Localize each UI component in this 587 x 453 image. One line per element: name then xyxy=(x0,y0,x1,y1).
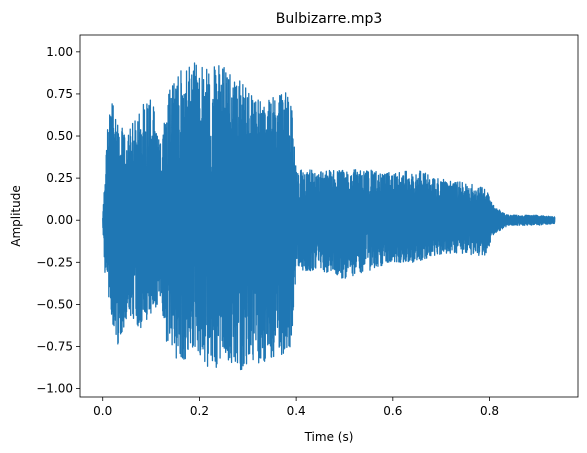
waveform-line xyxy=(102,62,556,371)
y-tick-label: −0.25 xyxy=(36,255,73,269)
x-tick-label: 0.0 xyxy=(93,404,112,418)
x-axis: 0.0 0.2 0.4 0.6 0.8 xyxy=(93,397,499,418)
chart-title: Bulbizarre.mp3 xyxy=(276,11,383,27)
y-tick-label: 1.00 xyxy=(46,45,73,59)
y-axis-label: Amplitude xyxy=(9,185,23,247)
x-tick-label: 0.4 xyxy=(287,404,306,418)
x-axis-label: Time (s) xyxy=(304,430,354,444)
x-tick-label: 0.6 xyxy=(383,404,402,418)
y-axis: −1.00 −0.75 −0.50 −0.25 0.00 0.25 0.50 0.75 1.00 xyxy=(36,45,80,396)
y-tick-label: 0.25 xyxy=(46,171,73,185)
y-tick-label: 0.50 xyxy=(46,129,73,143)
y-tick-label: −1.00 xyxy=(36,382,73,396)
x-tick-label: 0.2 xyxy=(190,404,209,418)
plot-frame xyxy=(79,34,579,398)
y-tick-label: −0.75 xyxy=(36,339,73,353)
y-tick-label: −0.50 xyxy=(36,297,73,311)
y-tick-label: 0.75 xyxy=(46,87,73,101)
plot-area xyxy=(102,62,556,371)
y-tick-label: 0.00 xyxy=(46,213,73,227)
x-tick-label: 0.8 xyxy=(480,404,499,418)
